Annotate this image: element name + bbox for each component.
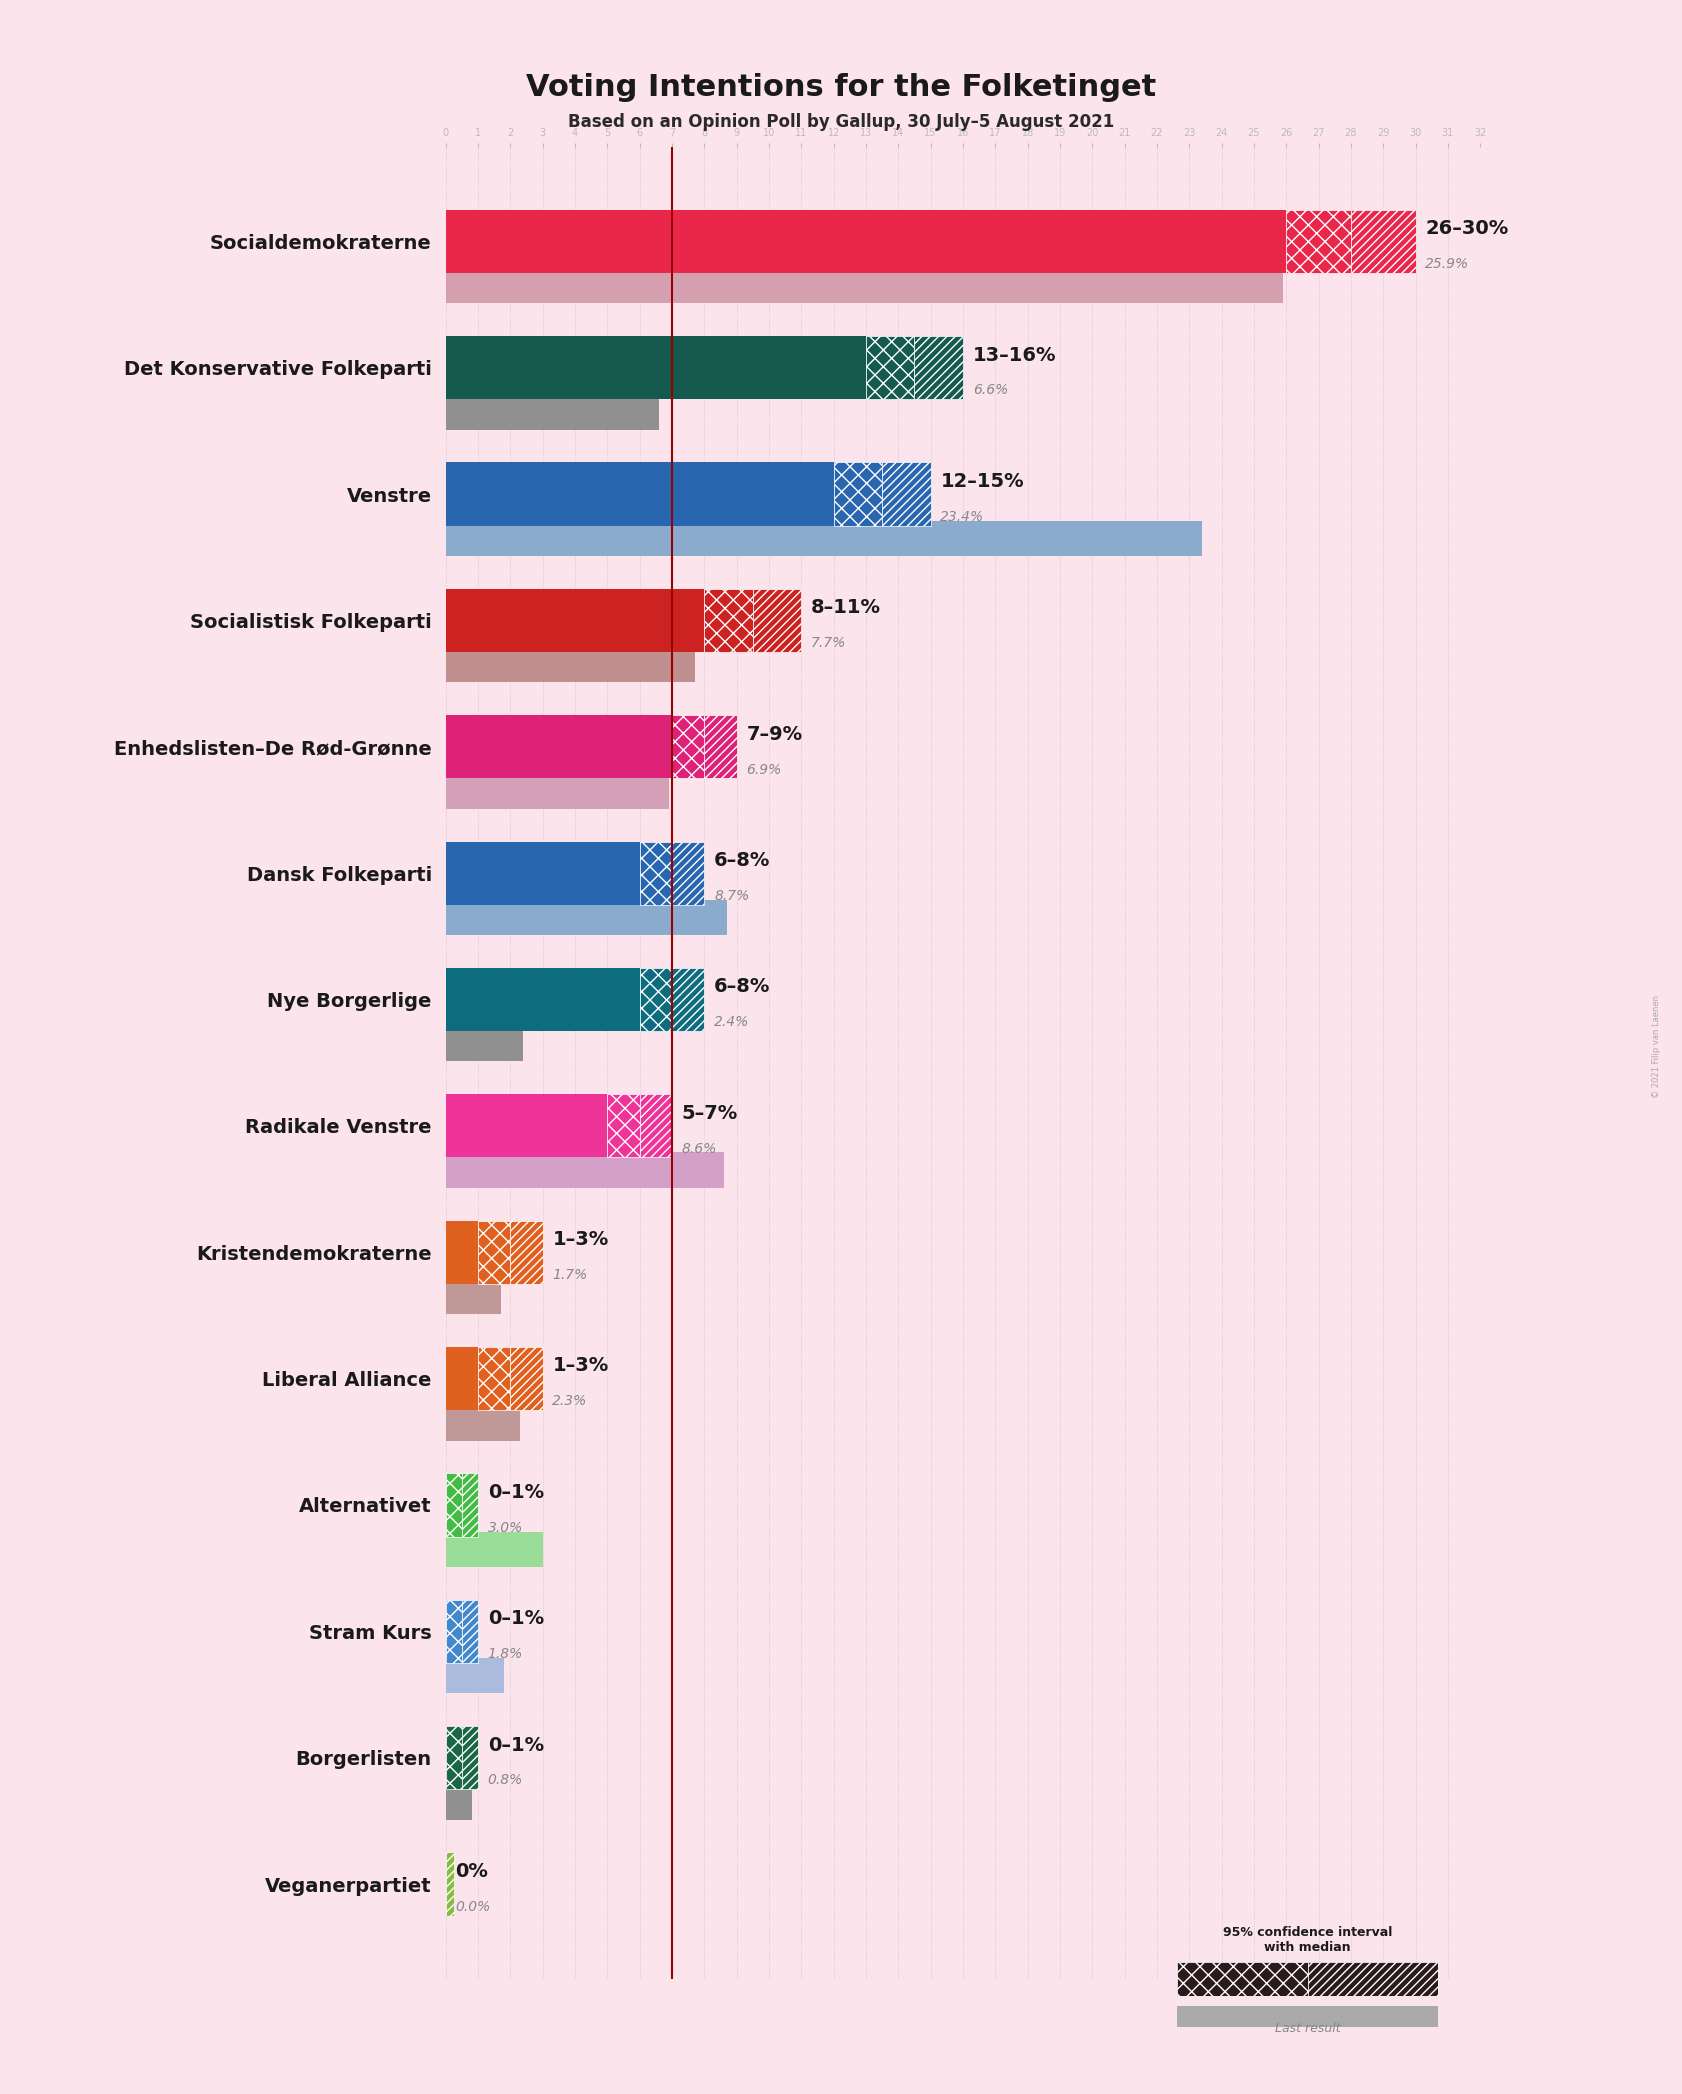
Text: 25.9%: 25.9%: [1425, 258, 1470, 270]
Bar: [463, 1474, 478, 1537]
Text: 26–30%: 26–30%: [1425, 220, 1509, 239]
Bar: [446, 1474, 463, 1537]
Bar: [639, 842, 673, 905]
Bar: [1351, 209, 1416, 272]
Text: 0.8%: 0.8%: [488, 1774, 523, 1788]
Text: © 2021 Filip van Laenen: © 2021 Filip van Laenen: [1652, 995, 1662, 1099]
Text: 0–1%: 0–1%: [488, 1483, 543, 1501]
Text: 12–15%: 12–15%: [940, 471, 1024, 490]
Bar: [754, 588, 801, 651]
Bar: [673, 967, 705, 1030]
Text: 7.7%: 7.7%: [811, 637, 846, 649]
Bar: [478, 1221, 510, 1284]
Bar: [639, 967, 673, 1030]
Bar: [446, 1221, 478, 1284]
Text: 0%: 0%: [456, 1862, 488, 1880]
Bar: [446, 394, 659, 429]
Bar: [446, 337, 866, 400]
Text: 23.4%: 23.4%: [940, 509, 984, 524]
Bar: [446, 1531, 543, 1566]
Bar: [1307, 1962, 1438, 1996]
Text: 6.6%: 6.6%: [972, 383, 1008, 398]
Text: 8.6%: 8.6%: [681, 1141, 717, 1156]
Text: 8–11%: 8–11%: [811, 599, 881, 618]
Text: 1–3%: 1–3%: [552, 1229, 609, 1250]
Bar: [673, 842, 705, 905]
Bar: [446, 1346, 478, 1409]
Bar: [446, 463, 834, 526]
Text: 0.0%: 0.0%: [456, 1899, 491, 1914]
Bar: [705, 716, 737, 779]
Text: Last result: Last result: [1275, 2023, 1341, 2035]
Text: 13–16%: 13–16%: [972, 346, 1056, 364]
Bar: [705, 588, 754, 651]
Bar: [446, 1725, 463, 1788]
Text: 0–1%: 0–1%: [488, 1608, 543, 1629]
Bar: [446, 716, 673, 779]
Bar: [446, 209, 1287, 272]
Bar: [639, 1095, 673, 1158]
Bar: [1287, 209, 1351, 272]
Text: Voting Intentions for the Folketinget: Voting Intentions for the Folketinget: [526, 73, 1156, 103]
Bar: [478, 1346, 510, 1409]
Text: 2.4%: 2.4%: [715, 1016, 748, 1030]
Text: 6.9%: 6.9%: [747, 762, 782, 777]
Bar: [446, 268, 1283, 304]
Text: 5–7%: 5–7%: [681, 1104, 738, 1122]
Bar: [607, 1095, 639, 1158]
Text: 95% confidence interval
with median: 95% confidence interval with median: [1223, 1926, 1393, 1954]
Bar: [446, 647, 695, 683]
Bar: [446, 1095, 607, 1158]
Text: 2.3%: 2.3%: [552, 1395, 587, 1409]
Text: 3.0%: 3.0%: [488, 1520, 523, 1535]
Bar: [673, 716, 705, 779]
Text: 1.7%: 1.7%: [552, 1269, 587, 1282]
Bar: [446, 773, 669, 808]
Bar: [446, 1853, 454, 1916]
Text: Based on an Opinion Poll by Gallup, 30 July–5 August 2021: Based on an Opinion Poll by Gallup, 30 J…: [569, 113, 1113, 132]
Bar: [834, 463, 881, 526]
Bar: [446, 521, 1203, 557]
Bar: [446, 1152, 723, 1187]
Bar: [446, 1784, 471, 1820]
Bar: [510, 1346, 543, 1409]
Text: 1–3%: 1–3%: [552, 1357, 609, 1376]
Text: 6–8%: 6–8%: [715, 978, 770, 997]
Text: 7–9%: 7–9%: [747, 725, 802, 743]
Text: 0–1%: 0–1%: [488, 1736, 543, 1755]
Bar: [915, 337, 962, 400]
Bar: [446, 967, 639, 1030]
Bar: [446, 1026, 523, 1062]
Bar: [446, 1279, 501, 1315]
Text: 1.8%: 1.8%: [488, 1648, 523, 1661]
Bar: [446, 900, 727, 936]
Text: 8.7%: 8.7%: [715, 890, 748, 903]
Bar: [463, 1600, 478, 1663]
Text: 6–8%: 6–8%: [715, 850, 770, 869]
Bar: [510, 1221, 543, 1284]
Bar: [446, 1658, 505, 1694]
Bar: [866, 337, 915, 400]
Bar: [463, 1725, 478, 1788]
Bar: [446, 1600, 463, 1663]
Bar: [446, 1405, 520, 1441]
Bar: [1177, 1962, 1307, 1996]
Bar: [881, 463, 930, 526]
Bar: [446, 842, 639, 905]
Bar: [446, 588, 705, 651]
